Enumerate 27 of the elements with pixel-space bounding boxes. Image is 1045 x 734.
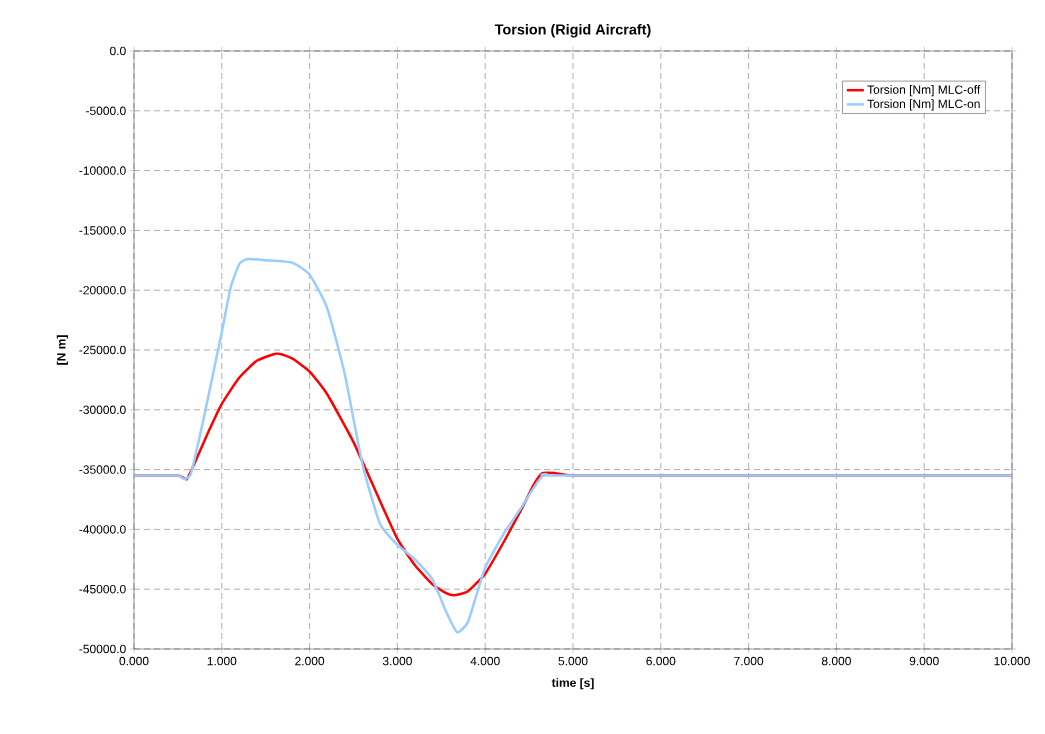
x-tick-label: 6.000 <box>646 656 676 666</box>
x-tick-label: 7.000 <box>734 656 764 666</box>
legend-label: Torsion [Nm] MLC-on <box>867 99 980 111</box>
y-tick-label: -30000.0 <box>79 405 126 415</box>
legend-label: Torsion [Nm] MLC-off <box>867 85 981 97</box>
y-tick-label: -15000.0 <box>79 226 126 235</box>
x-tick-label: 0.000 <box>119 656 149 666</box>
y-tick-label: -5000.0 <box>86 106 126 116</box>
y-tick-label: -45000.0 <box>79 584 126 594</box>
y-tick-label: -50000.0 <box>79 644 126 654</box>
y-tick-label: -35000.0 <box>79 465 126 474</box>
y-axis-title: [N m] <box>56 335 68 365</box>
y-tick-label: 0.0 <box>110 46 126 56</box>
chart-title: Torsion (Rigid Aircraft) <box>494 23 651 38</box>
x-tick-label: 5.000 <box>558 656 588 666</box>
x-tick-label: 1.000 <box>207 656 237 666</box>
y-tick-label: -20000.0 <box>79 285 126 295</box>
x-tick-label: 10.000 <box>994 656 1030 666</box>
y-tick-label: -40000.0 <box>79 525 126 534</box>
y-tick-label: -10000.0 <box>79 166 126 175</box>
x-tick-label: 2.000 <box>295 656 325 666</box>
x-tick-label: 9.000 <box>909 656 939 666</box>
x-axis-title: time [s] <box>551 678 594 690</box>
x-tick-label: 3.000 <box>382 656 412 666</box>
x-tick-label: 8.000 <box>821 656 851 666</box>
x-tick-label: 4.000 <box>470 656 500 666</box>
y-tick-label: -25000.0 <box>79 345 126 355</box>
